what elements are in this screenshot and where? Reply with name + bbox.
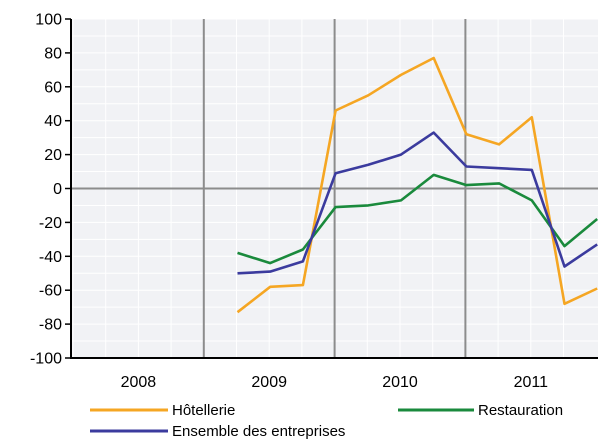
y-tick-label: -40 [39, 249, 62, 266]
x-tick-label: 2009 [251, 374, 287, 391]
series-line-restauration [237, 173, 599, 265]
legend-label: Hôtellerie [172, 402, 235, 419]
y-tick-label: 60 [44, 79, 62, 96]
series-line-ensemble-des-entreprises [237, 131, 598, 275]
series-lines [236, 56, 599, 314]
y-tick-label: 80 [44, 45, 62, 62]
x-tick-label: 2010 [382, 374, 418, 391]
y-tick-label: 100 [35, 12, 62, 29]
x-tick-label: 2008 [121, 374, 157, 391]
legend-label: Restauration [478, 402, 563, 419]
y-axis-ticks: 100 80 60 40 20 0 -20 -40 -60 -80 -100 [30, 12, 71, 368]
y-tick-label: 0 [53, 181, 62, 198]
x-axis-labels: 2008 2009 2010 2011 [121, 374, 549, 391]
y-tick-label: -100 [30, 351, 62, 368]
y-tick-label: -20 [39, 215, 62, 232]
legend: Hôtellerie Restauration Ensemble des entre… [90, 402, 563, 439]
y-tick-label: 20 [44, 147, 62, 164]
x-tick-label: 2011 [514, 374, 549, 391]
y-tick-label: 40 [44, 113, 62, 130]
series-line-h-tellerie [236, 56, 598, 314]
y-tick-label: -60 [39, 283, 62, 300]
legend-label: Ensemble des entreprises [172, 423, 345, 439]
y-tick-label: -80 [39, 317, 62, 334]
